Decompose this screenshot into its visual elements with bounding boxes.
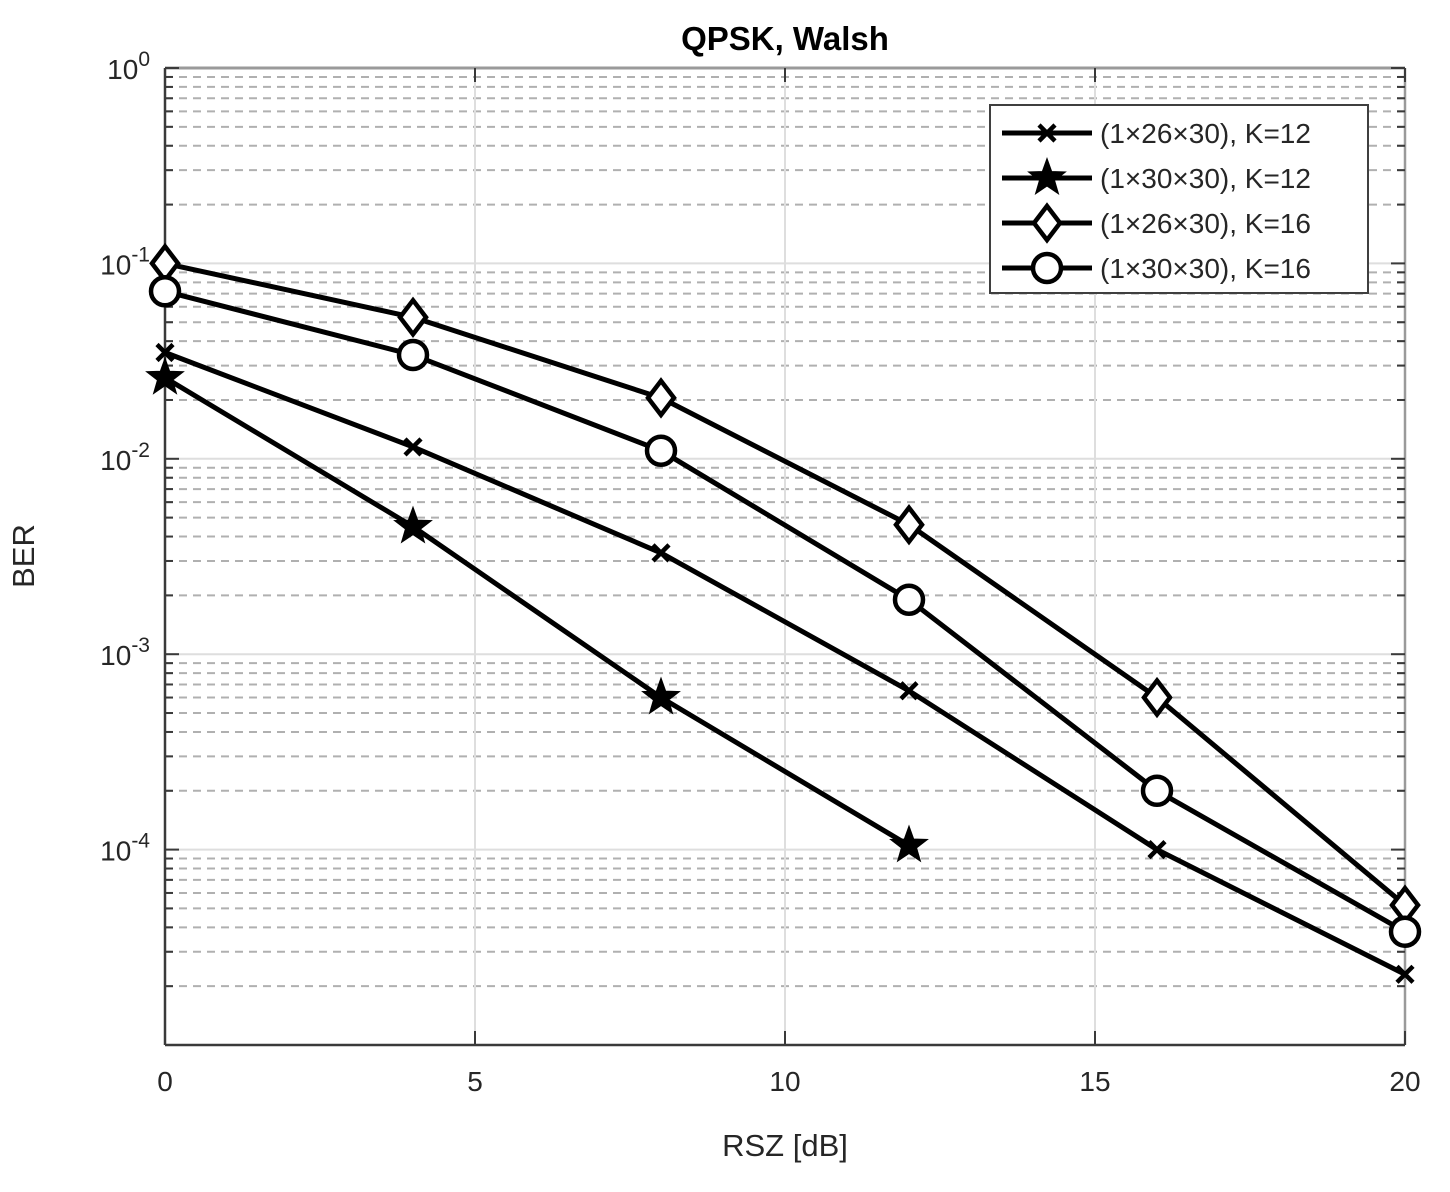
series-marker-star: [393, 505, 433, 544]
series-marker-circle: [644, 434, 678, 467]
series-marker-circle: [892, 583, 926, 616]
x-tick-label: 10: [769, 1066, 800, 1097]
legend-row: (1×26×30), K=12: [1002, 118, 1311, 149]
series-line: [164, 288, 1407, 934]
legend-label: (1×26×30), K=16: [1100, 208, 1311, 239]
series-marker-diamond: [1141, 676, 1173, 719]
series-marker-cross: [1037, 123, 1057, 143]
series-marker-diamond: [645, 377, 677, 419]
legend-label: (1×30×30), K=12: [1100, 163, 1311, 194]
y-tick-exponent: 0: [138, 48, 150, 71]
x-tick-label: 20: [1389, 1066, 1420, 1097]
y-tick-label: 10-1: [100, 243, 150, 280]
series-0: [155, 342, 1415, 984]
x-tick-label: 15: [1079, 1066, 1110, 1097]
legend: (1×26×30), K=12 (1×30×30), K=12 (1×26×30),…: [989, 104, 1369, 294]
series-marker-circle: [1140, 774, 1174, 808]
series-marker-cross: [1395, 964, 1415, 984]
series-marker-cross: [1147, 840, 1167, 860]
series-marker-diamond: [893, 503, 925, 546]
legend-row: (1×26×30), K=16: [1002, 202, 1311, 244]
series-1: [145, 356, 929, 863]
y-tick-exponent: -3: [131, 634, 150, 657]
legend-label: (1×30×30), K=16: [1100, 253, 1311, 284]
series-marker-diamond: [397, 296, 429, 338]
legend-row: (1×30×30), K=12: [1002, 157, 1311, 195]
y-tick-exponent: -2: [131, 439, 150, 462]
legend-row: (1×30×30), K=16: [1002, 251, 1311, 285]
series-marker-circle: [1030, 251, 1064, 285]
series-line: [163, 375, 911, 848]
series-line: [164, 350, 1407, 977]
series-marker-star: [1027, 157, 1067, 195]
series-marker-circle: [1388, 915, 1422, 948]
x-tick-label: 5: [467, 1066, 483, 1097]
series-marker-cross: [403, 437, 423, 457]
series-marker-diamond: [1031, 202, 1063, 244]
y-axis-label: BER: [6, 524, 41, 588]
chart-title: QPSK, Walsh: [681, 20, 889, 57]
y-tick-exponent: -1: [131, 243, 150, 266]
series-line: [164, 260, 1407, 908]
series-marker-circle: [396, 338, 430, 372]
series-marker-star: [889, 824, 929, 863]
legend-label: (1×26×30), K=12: [1100, 118, 1311, 149]
x-axis-label: RSZ [dB]: [722, 1128, 848, 1163]
series-marker-star: [641, 676, 681, 715]
series-3: [148, 275, 1422, 948]
x-tick-label: 0: [157, 1066, 173, 1097]
series-marker-cross: [899, 681, 919, 701]
series-marker-cross: [155, 342, 175, 363]
series-marker-circle: [148, 275, 182, 308]
y-tick-exponent: -4: [131, 830, 150, 853]
series-2: [149, 242, 1421, 926]
series-marker-cross: [651, 543, 671, 563]
series-marker-star: [145, 356, 185, 395]
